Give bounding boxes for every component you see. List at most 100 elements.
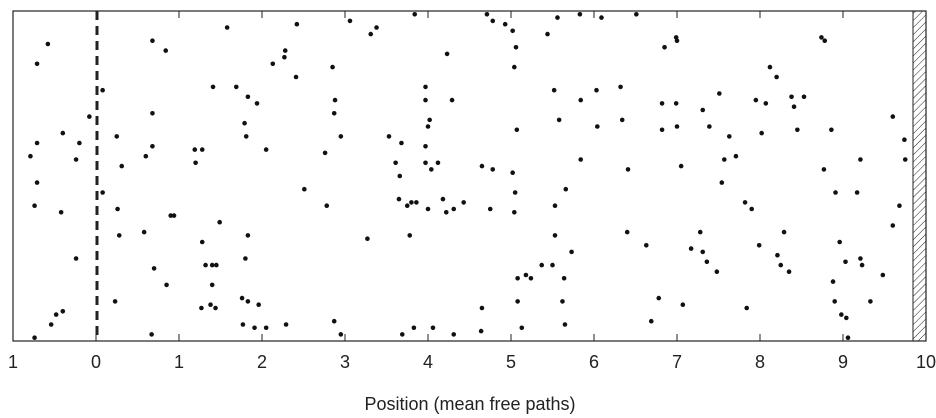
point [832, 299, 837, 304]
point [833, 190, 838, 195]
point [112, 299, 118, 304]
point [45, 41, 51, 47]
point [749, 206, 754, 212]
point [659, 101, 665, 106]
point [397, 173, 403, 179]
point [330, 64, 335, 70]
point [510, 28, 515, 34]
point [502, 21, 508, 27]
point [399, 140, 404, 146]
point [393, 160, 398, 166]
point [150, 144, 155, 149]
point [302, 186, 307, 192]
point [203, 262, 208, 268]
point [233, 84, 239, 90]
point [209, 282, 215, 288]
point [479, 163, 485, 169]
point [594, 87, 599, 93]
point [87, 114, 92, 119]
point [552, 233, 558, 238]
point [858, 256, 863, 261]
point [208, 302, 213, 308]
point [293, 74, 299, 80]
point [515, 299, 520, 304]
point [742, 200, 748, 205]
point [512, 64, 517, 70]
point [599, 15, 604, 20]
point [32, 203, 37, 208]
point [569, 249, 574, 255]
point [707, 124, 712, 129]
point [801, 94, 807, 100]
point [414, 200, 419, 205]
point [634, 12, 639, 17]
point [890, 223, 896, 228]
point [763, 101, 769, 106]
point [479, 305, 485, 311]
x-tick-label: 6 [589, 352, 599, 372]
point [795, 127, 800, 133]
point [839, 312, 844, 317]
point [115, 206, 120, 212]
point [744, 305, 750, 311]
point [822, 38, 828, 43]
point [213, 305, 218, 311]
point [854, 190, 860, 195]
point [210, 84, 216, 90]
point [193, 160, 198, 166]
point [73, 256, 79, 261]
point [778, 262, 784, 268]
point [60, 309, 66, 314]
point [263, 325, 269, 331]
point [902, 157, 908, 162]
point [461, 200, 466, 205]
point [430, 325, 436, 331]
point [100, 190, 105, 195]
point [484, 12, 490, 17]
point [396, 196, 402, 202]
point [331, 111, 337, 116]
point [556, 117, 562, 123]
point [245, 299, 251, 304]
point [868, 299, 873, 304]
point [451, 206, 457, 212]
point [449, 97, 455, 103]
point [719, 180, 725, 185]
point [678, 163, 684, 169]
point [555, 15, 560, 20]
point [578, 97, 584, 103]
point [487, 206, 493, 212]
point [192, 147, 198, 152]
point [199, 239, 205, 245]
point [322, 150, 328, 156]
point [578, 157, 584, 162]
point [217, 219, 222, 225]
point [199, 147, 205, 152]
x-tick-label: 1 [8, 352, 18, 372]
point [515, 276, 520, 281]
point [34, 180, 40, 185]
point [425, 124, 431, 129]
x-tick-label: 7 [672, 352, 682, 372]
point [514, 127, 520, 133]
point [759, 130, 764, 136]
point [399, 332, 405, 337]
point [324, 203, 330, 208]
point [700, 249, 706, 255]
point [902, 137, 907, 142]
x-tick-label: 0 [91, 352, 101, 372]
point [429, 167, 434, 172]
point [150, 38, 155, 43]
point [523, 272, 529, 278]
point [786, 269, 792, 275]
point [513, 45, 519, 50]
point [252, 325, 257, 331]
point [242, 120, 247, 126]
point [643, 243, 649, 248]
point [440, 196, 446, 202]
point [890, 114, 896, 119]
point [28, 153, 33, 159]
point [490, 18, 496, 24]
point [332, 97, 338, 103]
